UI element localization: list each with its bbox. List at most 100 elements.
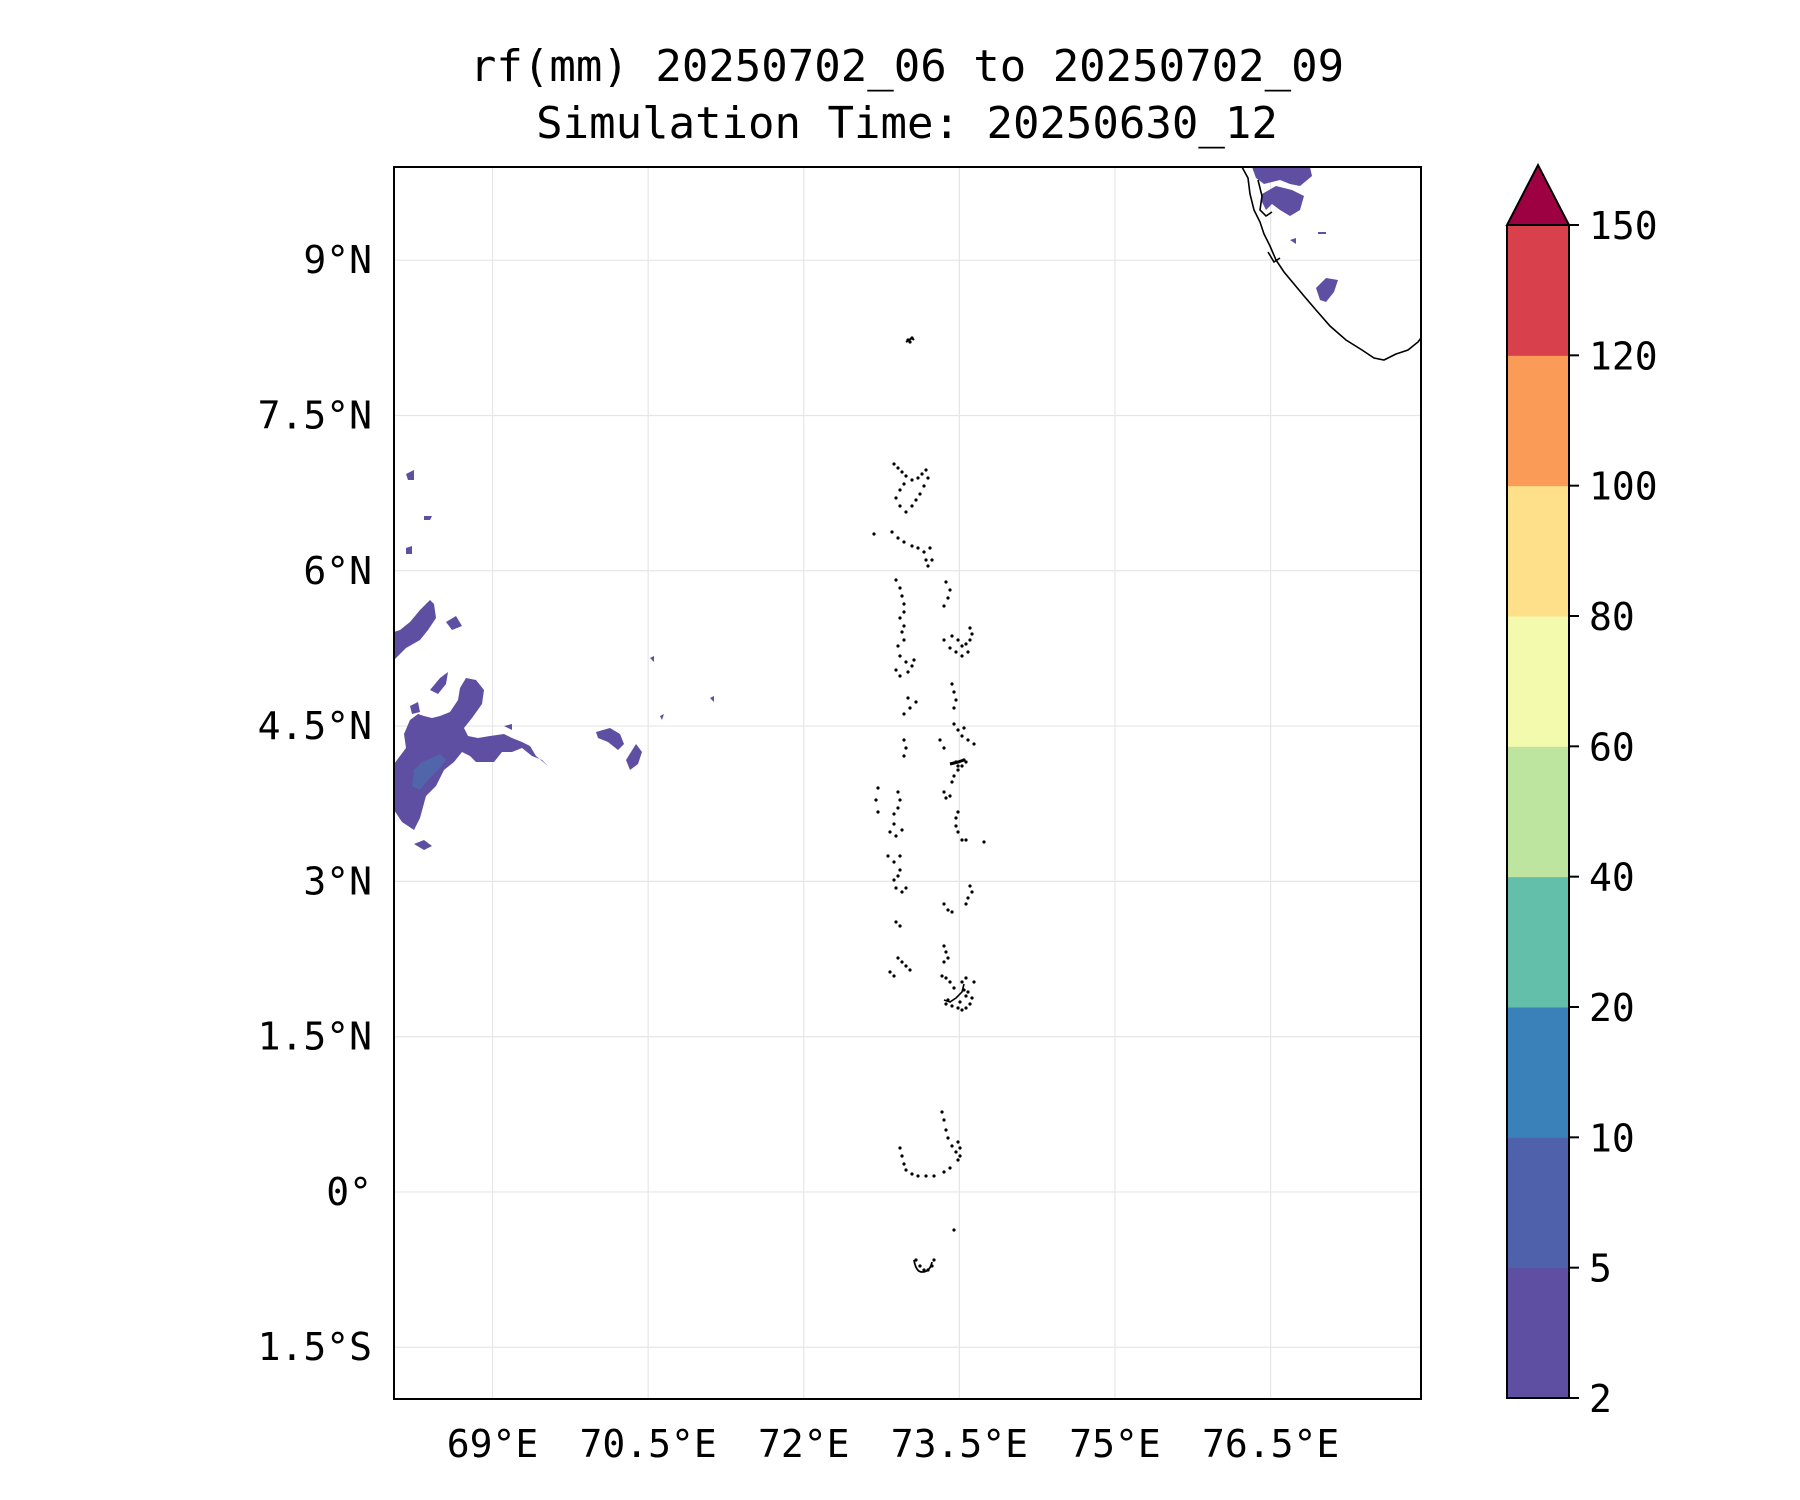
island-dot (972, 980, 976, 984)
island-dot (902, 1162, 906, 1166)
rain-blob-central-4 (660, 714, 664, 720)
island-dot (942, 944, 946, 948)
island-dot (958, 1000, 962, 1004)
island-dot (896, 956, 900, 960)
island-dot (944, 950, 948, 954)
island-dot (954, 816, 958, 820)
island-dot (938, 738, 942, 742)
island-dot (892, 878, 896, 882)
island-dot (952, 690, 956, 694)
colorbar-segment (1507, 355, 1569, 487)
island-dot (876, 786, 880, 790)
island-outline (943, 983, 965, 1003)
y-tick-label: 1.5°N (258, 1015, 372, 1059)
island-dot (900, 594, 904, 598)
island-dot (910, 1172, 914, 1176)
island-dot (892, 822, 896, 826)
colorbar-tick-label: 120 (1589, 334, 1658, 378)
island-dot (946, 596, 950, 600)
island-dot (902, 638, 906, 642)
island-dot (944, 1128, 948, 1132)
island-dot (910, 504, 914, 508)
rain-blob-northeast-3 (1318, 232, 1326, 234)
colorbar-segment (1507, 746, 1569, 878)
island-dot (886, 854, 890, 858)
island-dot (962, 726, 966, 730)
rain-blob-west-4 (414, 840, 432, 850)
island-dot (956, 768, 960, 772)
island-dot (908, 340, 912, 344)
island-dot (952, 706, 956, 710)
island-dot (960, 838, 964, 842)
island-dot (894, 834, 898, 838)
island-dot (948, 1166, 952, 1170)
colorbar: 2 5 10 20 40 60 80 100 120 150 (1505, 162, 1658, 1421)
colorbar-tick-label: 2 (1589, 1377, 1612, 1421)
island-dot (954, 650, 958, 654)
island-dot (968, 1002, 972, 1006)
island-dot (892, 974, 896, 978)
y-tick-label: 1.5°S (258, 1325, 372, 1369)
island-dot (942, 960, 946, 964)
island-dot (902, 738, 906, 742)
island-dot (918, 492, 922, 496)
y-tick-label: 4.5°N (258, 704, 372, 748)
island-dot (946, 956, 950, 960)
maldives-islands (872, 336, 986, 1273)
island-dot (898, 854, 902, 858)
island-dot (874, 798, 878, 802)
island-dot (950, 634, 954, 638)
island-dot (924, 558, 928, 562)
island-dot (918, 1264, 922, 1268)
island-dot (902, 602, 906, 606)
island-dot (896, 644, 900, 648)
colorbar-tick-label: 80 (1589, 595, 1635, 639)
island-dot (908, 968, 912, 972)
rain-cluster-west-main (394, 678, 548, 830)
island-dot (952, 722, 956, 726)
island-dot (946, 1136, 950, 1140)
island-dot (900, 630, 904, 634)
island-dot (894, 668, 898, 672)
island-dot (940, 974, 944, 978)
island-dot (898, 504, 902, 508)
island-dot (942, 1118, 946, 1122)
rain-blob-west-1 (430, 672, 448, 694)
island-dot (958, 1146, 962, 1150)
island-dot (960, 734, 964, 738)
island-dot (964, 994, 968, 998)
y-tick-label: 0° (326, 1170, 372, 1214)
island-dot (916, 476, 920, 480)
colorbar-segment (1507, 616, 1569, 747)
island-dot (930, 558, 934, 562)
colorbar-segment (1507, 1267, 1569, 1399)
island-dot (956, 1158, 960, 1162)
island-dot (898, 616, 902, 620)
colorbar-tick-label: 150 (1589, 204, 1658, 248)
island-dot (894, 886, 898, 890)
coastline-india (1241, 167, 1421, 361)
island-dot (932, 1174, 936, 1178)
island-dot (898, 868, 902, 872)
island-dot (948, 794, 952, 798)
island-dot (906, 670, 910, 674)
island-dot (956, 810, 960, 814)
island-dot (898, 798, 902, 802)
island-dot (942, 902, 946, 906)
island-dot (940, 1110, 944, 1114)
island-dot (900, 960, 904, 964)
island-dot (956, 764, 960, 768)
island-dot (902, 624, 906, 628)
island-dot (942, 746, 946, 750)
island-dot (966, 990, 970, 994)
island-dot (952, 774, 956, 778)
rainfall-shading (394, 167, 1338, 850)
island-dot (928, 546, 932, 550)
island-dot (952, 986, 956, 990)
island-dot (972, 742, 976, 746)
island-dot (956, 1140, 960, 1144)
island-dot (954, 698, 958, 702)
colorbar-extend-arrow (1505, 162, 1571, 226)
island-dot (916, 1174, 920, 1178)
island-dot (894, 920, 898, 924)
